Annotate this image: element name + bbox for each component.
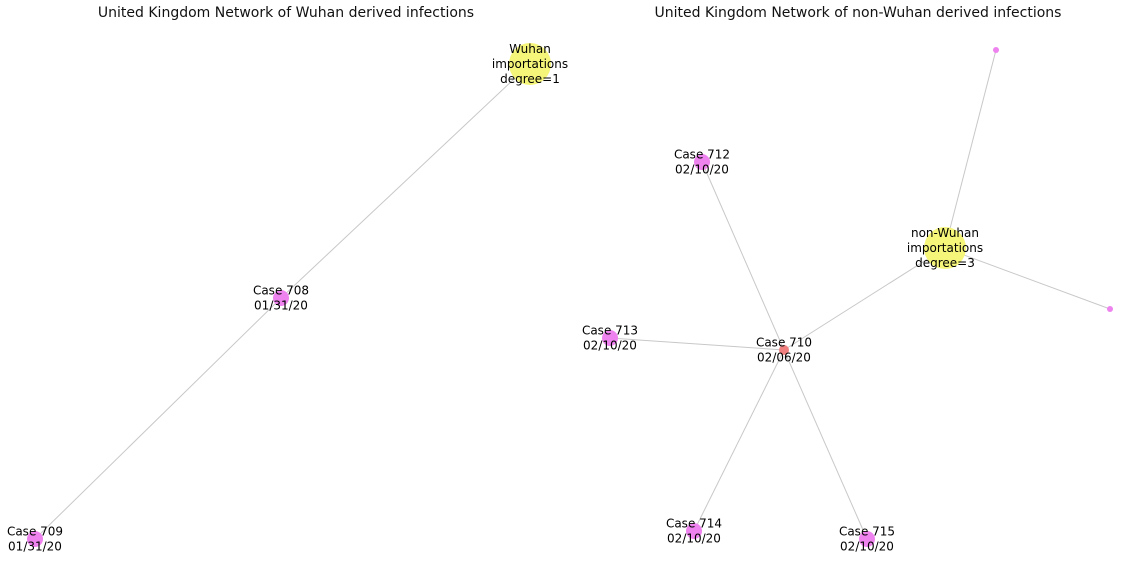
node-label-line: Case 708 <box>253 284 309 298</box>
edge-hub-u1 <box>944 49 997 249</box>
node-label-c714: Case 714 02/10/20 <box>666 517 722 546</box>
node-hub[interactable] <box>509 43 551 85</box>
node-label-c708: Case 708 01/31/20 <box>253 284 309 313</box>
edge-c710-c715 <box>783 349 868 540</box>
node-label-line: 02/10/20 <box>583 339 637 353</box>
node-label-line: Case 712 <box>674 148 730 162</box>
node-label-line: Case 713 <box>582 324 638 338</box>
node-label-line: 02/10/20 <box>840 540 894 554</box>
wuhan-network-panel: United Kingdom Network of Wuhan derived … <box>7 5 568 554</box>
edge-hub-c710 <box>783 247 946 351</box>
node-label-line: 01/31/20 <box>8 540 62 554</box>
node-c715[interactable] <box>859 531 875 547</box>
node-c709[interactable] <box>27 531 43 547</box>
node-c708[interactable] <box>273 290 289 306</box>
edge-c710-c712 <box>701 161 785 351</box>
node-label-line: 02/06/20 <box>757 351 811 365</box>
edge-hub-u2 <box>944 247 1111 310</box>
panel-title: United Kingdom Network of Wuhan derived … <box>97 5 475 21</box>
node-c710[interactable] <box>779 345 789 355</box>
node-label-hub: Wuhan importations degree=1 <box>492 42 568 86</box>
node-c713[interactable] <box>602 330 618 346</box>
node-u1[interactable] <box>993 47 999 53</box>
node-label-line: importations <box>492 57 568 71</box>
node-hub[interactable] <box>924 227 966 269</box>
node-label-c709: Case 709 01/31/20 <box>7 525 63 554</box>
node-label-hub: non-Wuhan importations degree=3 <box>907 226 983 270</box>
node-label-line: importations <box>907 241 983 255</box>
node-label-c712: Case 712 02/10/20 <box>674 148 730 177</box>
node-label-line: degree=1 <box>500 72 560 86</box>
edge-c710-c714 <box>693 349 785 532</box>
node-u2[interactable] <box>1107 306 1113 312</box>
node-label-line: 01/31/20 <box>254 299 308 313</box>
node-c712[interactable] <box>694 154 710 170</box>
node-label-line: Case 714 <box>666 517 722 531</box>
edge-hub-c708 <box>280 63 531 299</box>
non-wuhan-network-panel: United Kingdom Network of non-Wuhan deri… <box>572 0 1144 575</box>
node-label-line: non-Wuhan <box>911 226 979 240</box>
node-label-line: degree=3 <box>915 256 975 270</box>
node-label-line: 02/10/20 <box>675 163 729 177</box>
node-label-line: Case 710 <box>756 336 812 350</box>
node-label-line: Wuhan <box>509 42 551 56</box>
edge-c708-c709 <box>34 297 282 540</box>
node-label-c710: Case 710 02/06/20 <box>756 336 812 365</box>
node-label-c713: Case 713 02/10/20 <box>582 324 638 353</box>
panel-title: United Kingdom Network of non-Wuhan deri… <box>654 5 1062 21</box>
node-label-line: Case 715 <box>839 525 895 539</box>
node-label-line: Case 709 <box>7 525 63 539</box>
edge-c710-c713 <box>609 337 785 351</box>
node-c714[interactable] <box>686 523 702 539</box>
node-label-line: 02/10/20 <box>667 532 721 546</box>
node-label-c715: Case 715 02/10/20 <box>839 525 895 554</box>
